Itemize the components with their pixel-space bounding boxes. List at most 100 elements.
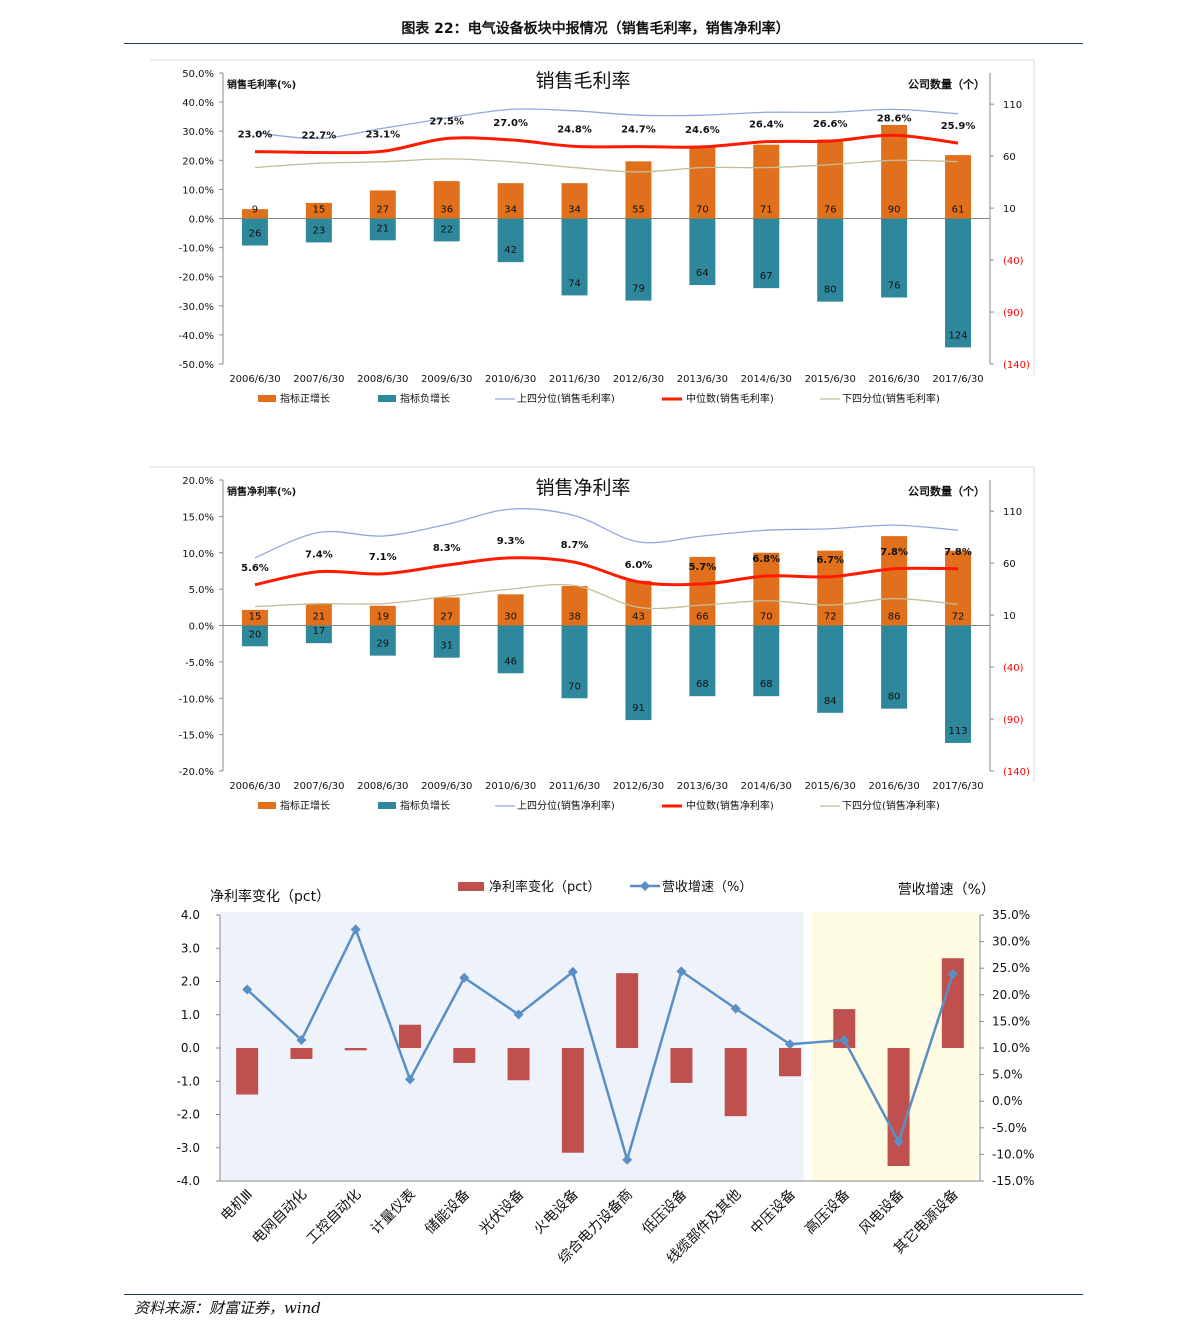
y-tick-label: -2.0: [177, 1108, 200, 1122]
bar-negative-label: 124: [948, 330, 967, 341]
legend-label: 指标正增长: [280, 392, 330, 405]
bar-positive: [305, 603, 332, 626]
bar-positive: [945, 155, 972, 219]
y2-tick-label: 15.0%: [992, 1014, 1030, 1028]
net-change-bar: [616, 973, 639, 1048]
y-tick-label: -50.0%: [179, 360, 214, 371]
median-value-label: 7.1%: [369, 552, 397, 563]
bar-negative-label: 91: [632, 703, 645, 714]
bar-positive-label: 27: [376, 205, 389, 216]
y2-tick-label: (90): [1003, 308, 1024, 319]
x-tick-label: 2012/6/30: [613, 781, 664, 792]
y2-tick-label: (40): [1003, 256, 1024, 267]
y2-tick-label: 10: [1003, 204, 1016, 215]
x-tick-label: 2006/6/30: [229, 374, 280, 385]
bar-positive-label: 90: [888, 205, 901, 216]
net-margin-chart: 20.0% 15.0% 10.0% 5.0% 0.0% -5.0% -10.0% -15.0%…: [150, 466, 1035, 812]
bar-positive: [625, 161, 652, 219]
figure-title: 图表 22：电气设备板块中报情况（销售毛利率，销售净利率）: [401, 21, 790, 37]
bar-positive: [689, 145, 716, 219]
bar-negative: [241, 625, 268, 647]
y2-tick-label: 10.0%: [992, 1041, 1030, 1055]
bar-negative-label: 17: [313, 626, 326, 637]
net-change-bar: [344, 1048, 367, 1051]
y2-tick-label: -5.0%: [992, 1121, 1027, 1135]
revenue-growth-point: [567, 966, 578, 977]
y2-tick-label: 60: [1003, 152, 1016, 163]
bar-positive: [753, 552, 780, 626]
y-tick-label: -20.0%: [179, 767, 214, 778]
x-tick-label: 2013/6/30: [677, 374, 728, 385]
y-tick-label: 0.0: [181, 1041, 200, 1055]
x-tick-label: 2014/6/30: [741, 374, 792, 385]
bar-positive: [241, 209, 268, 219]
bar-positive: [369, 190, 396, 219]
bar-positive-label: 30: [504, 612, 517, 623]
bar-negative: [369, 625, 396, 656]
bar-negative: [625, 218, 652, 301]
legend-label: 净利率变化（pct）: [489, 879, 601, 895]
bar-positive-label: 15: [313, 205, 326, 216]
bar-positive: [881, 536, 908, 626]
bar-negative-label: 42: [504, 245, 517, 256]
bar-negative-label: 22: [440, 224, 453, 235]
y2-tick-label: (140): [1003, 360, 1030, 371]
bar-positive: [305, 202, 332, 219]
gross-margin-chart: 50.0% 40.0% 30.0% 20.0% 10.0% 0.0% -10.0% -20.0…: [150, 59, 1035, 405]
y2-tick-label: (40): [1003, 663, 1024, 674]
median-value-label: 24.8%: [557, 124, 592, 135]
bar-negative-label: 31: [440, 641, 453, 652]
lower-quartile-line: [254, 583, 959, 610]
net-change-bar: [941, 958, 964, 1048]
x-tick-label: 电机Ⅲ: [218, 1187, 256, 1225]
y-axis-title: 销售毛利率(%): [227, 78, 296, 91]
y-tick-label: -20.0%: [179, 273, 214, 284]
y-tick-label: 40.0%: [182, 98, 214, 109]
y2-tick-label: 0.0%: [992, 1094, 1023, 1108]
bar-negative-label: 21: [376, 223, 389, 234]
bar-negative: [881, 625, 908, 709]
x-tick-label: 2011/6/30: [549, 374, 600, 385]
y-tick-label: 30.0%: [182, 127, 214, 138]
legend-label: 指标负增长: [400, 392, 450, 405]
y2-tick-label: 60: [1003, 559, 1016, 570]
y-tick-label: 10.0%: [182, 185, 214, 196]
title-underline: [124, 43, 1083, 44]
net-change-bar: [290, 1048, 313, 1059]
revenue-growth-point: [513, 1009, 524, 1020]
y2-tick-label: 35.0%: [992, 908, 1030, 922]
median-value-label: 26.4%: [749, 120, 784, 131]
legend-label: 指标正增长: [280, 799, 330, 812]
bar-positive: [881, 124, 908, 219]
median-value-label: 25.9%: [941, 121, 976, 132]
bar-positive: [817, 139, 844, 219]
lower-quartile-line: [254, 158, 959, 173]
revenue-growth-point: [242, 984, 253, 995]
y2-axis-title: 营收增速（%）: [898, 882, 995, 898]
x-tick-label: 计量仪表: [368, 1187, 419, 1238]
bar-positive-label: 27: [440, 612, 453, 623]
y2-tick-label: -10.0%: [992, 1147, 1034, 1161]
revenue-growth-point: [947, 969, 958, 980]
x-tick-label: 2006/6/30: [229, 781, 280, 792]
bar-negative: [497, 218, 524, 263]
y2-tick-label: 25.0%: [992, 961, 1030, 975]
median-value-label: 6.7%: [816, 555, 844, 566]
bar-negative-label: 26: [249, 229, 262, 240]
bar-positive: [817, 550, 844, 626]
source-note: 资料来源：财富证券，wind: [134, 1299, 321, 1317]
y2-tick-label: (140): [1003, 767, 1030, 778]
bar-negative: [753, 625, 780, 697]
y-tick-label: 10.0%: [182, 549, 214, 560]
y-tick-label: 0.0%: [189, 622, 214, 633]
bar-positive: [689, 556, 716, 626]
y-axis-title: 净利率变化（pct）: [210, 888, 330, 905]
bar-negative: [369, 218, 396, 241]
median-value-label: 6.8%: [752, 554, 780, 565]
y-tick-label: 3.0: [181, 941, 200, 955]
bar-negative: [625, 625, 652, 721]
y2-tick-label: 10: [1003, 611, 1016, 622]
y-tick-label: -15.0%: [179, 731, 214, 742]
bar-positive-label: 70: [760, 612, 773, 623]
y2-tick-label: 110: [1003, 507, 1022, 518]
